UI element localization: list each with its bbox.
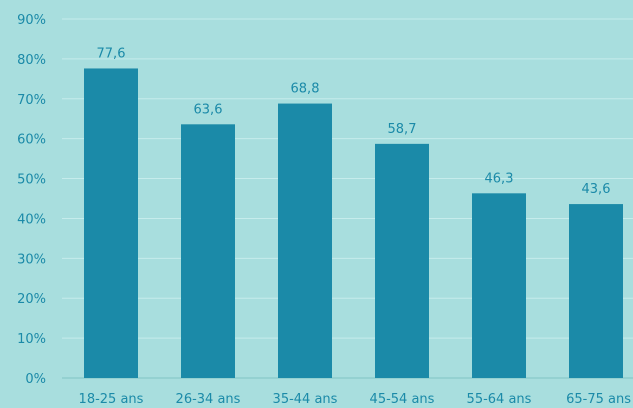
category-label: 35-44 ans xyxy=(273,392,338,407)
data-label: 77,6 xyxy=(97,46,126,61)
bar xyxy=(84,68,138,378)
data-labels: 77,6 63,6 68,8 58,7 46,3 43,6 xyxy=(97,46,611,197)
y-tick-label: 0% xyxy=(25,372,46,387)
y-tick-label: 40% xyxy=(17,212,46,227)
gridlines xyxy=(62,18,633,379)
y-tick-label: 10% xyxy=(17,332,46,347)
data-label: 63,6 xyxy=(194,102,223,117)
data-label: 58,7 xyxy=(388,122,417,137)
bars xyxy=(84,68,623,378)
category-label: 18-25 ans xyxy=(79,392,144,407)
bar xyxy=(278,103,332,378)
bar xyxy=(569,204,623,378)
y-tick-label: 30% xyxy=(17,252,46,267)
bar xyxy=(375,143,429,378)
data-label: 43,6 xyxy=(582,182,611,197)
y-tick-label: 80% xyxy=(17,53,46,68)
data-label: 68,8 xyxy=(291,82,320,97)
bar xyxy=(181,124,235,378)
x-axis-categories: 18-25 ans 26-34 ans 35-44 ans 45-54 ans 55-6… xyxy=(79,392,632,407)
y-tick-label: 90% xyxy=(17,13,46,28)
y-tick-label: 70% xyxy=(17,93,46,108)
category-label: 45-54 ans xyxy=(370,392,435,407)
category-label: 55-64 ans xyxy=(467,392,532,407)
y-tick-label: 50% xyxy=(17,173,46,188)
data-label: 46,3 xyxy=(485,171,514,186)
category-label: 26-34 ans xyxy=(176,392,241,407)
y-tick-label: 20% xyxy=(17,292,46,307)
bar xyxy=(472,193,526,378)
category-label: 65-75 ans xyxy=(566,392,631,407)
y-tick-label: 60% xyxy=(17,133,46,148)
y-axis-ticks: 0% 10% 20% 30% 40% 50% 60% 70% 80% 90% xyxy=(17,13,46,387)
